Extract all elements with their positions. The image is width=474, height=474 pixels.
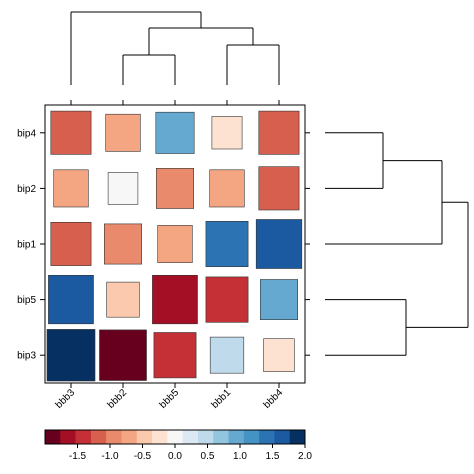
cell-bip1-bbb1 — [205, 221, 249, 268]
color-swatch — [182, 430, 199, 444]
cell-bip2-bbb1 — [209, 169, 245, 208]
color-scale-tick-label: 0.5 — [201, 451, 215, 462]
color-scale-bar — [44, 429, 306, 445]
cell-bip4-bbb1 — [211, 116, 243, 150]
x-axis-labels: bbb3 bbb2 bbb5 bbb1 bbb4 — [54, 387, 286, 411]
column-dendrogram — [70, 11, 280, 85]
color-swatch — [106, 430, 122, 444]
y-label-bip1: bip1 — [17, 240, 36, 251]
color-swatch — [243, 430, 260, 444]
color-scale-tick-label: -1.0 — [101, 451, 119, 462]
y-label-bip3: bip3 — [17, 351, 36, 362]
cell-bip1-bbb4 — [255, 219, 303, 269]
cell-bip1-bbb3 — [50, 222, 92, 266]
x-label-bbb3: bbb3 — [54, 387, 78, 411]
color-swatch — [45, 430, 61, 444]
color-swatch — [121, 430, 138, 444]
x-label-bbb4: bbb4 — [262, 387, 286, 411]
color-swatch — [90, 430, 107, 444]
color-swatch — [167, 430, 183, 444]
cell-bip3-bbb3 — [46, 329, 96, 382]
color-scale-tick-label: 1.5 — [266, 451, 280, 462]
cell-bip3-bbb5 — [153, 332, 197, 379]
y-axis-labels: bip4 bip2 bip1 bip5 bip3 — [17, 128, 36, 361]
cell-bip5-bbb5 — [152, 274, 198, 325]
y-label-bip5: bip5 — [17, 295, 36, 306]
cell-bip5-bbb1 — [205, 276, 249, 323]
color-swatch — [228, 430, 245, 444]
color-scale-tick-label: 0.0 — [168, 451, 182, 462]
y-label-bip4: bip4 — [17, 128, 36, 139]
axis-ticks — [40, 100, 310, 388]
cell-bip2-bbb4 — [258, 166, 300, 211]
color-scale-tick-label: -0.5 — [134, 451, 152, 462]
cell-bip4-bbb5 — [155, 111, 195, 154]
color-swatch — [259, 430, 275, 444]
cell-bip4-bbb4 — [258, 110, 300, 155]
color-swatch — [289, 430, 306, 444]
cell-bip3-bbb4 — [263, 338, 295, 373]
cell-bip2-bbb2 — [107, 172, 139, 205]
color-swatch — [75, 430, 92, 444]
color-swatch — [152, 430, 168, 444]
color-swatch — [213, 430, 229, 444]
color-swatch — [136, 430, 153, 444]
x-label-bbb2: bbb2 — [106, 387, 130, 411]
cell-bip2-bbb5 — [156, 168, 195, 209]
color-scale-tick-label: 1.0 — [233, 451, 247, 462]
x-label-bbb5: bbb5 — [158, 387, 182, 411]
color-swatch — [60, 430, 76, 444]
y-label-bip2: bip2 — [17, 184, 36, 195]
color-swatch — [274, 430, 290, 444]
cell-bip5-bbb2 — [106, 281, 140, 318]
cell-bip4-bbb2 — [105, 113, 141, 152]
color-swatch — [197, 430, 214, 444]
cell-bip1-bbb2 — [104, 223, 143, 265]
heatmap-cells — [46, 110, 303, 382]
cell-bip1-bbb5 — [157, 225, 193, 263]
cell-bip5-bbb3 — [48, 274, 94, 325]
color-scale-tick-label: 2.0 — [298, 451, 312, 462]
cell-bip3-bbb1 — [209, 336, 245, 374]
row-dendrogram — [325, 132, 469, 356]
cell-bip2-bbb3 — [53, 169, 89, 208]
color-scale-tick-label: -1.5 — [69, 451, 87, 462]
cell-bip3-bbb2 — [99, 329, 147, 381]
cell-bip5-bbb4 — [259, 279, 298, 321]
cell-bip4-bbb3 — [50, 110, 92, 155]
color-scale-ticks: -1.5 -1.0 -0.5 0.0 0.5 1.0 1.5 2.0 — [69, 444, 312, 462]
x-label-bbb1: bbb1 — [210, 387, 234, 411]
